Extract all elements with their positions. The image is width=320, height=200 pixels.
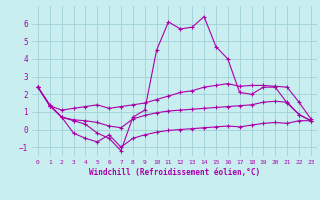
X-axis label: Windchill (Refroidissement éolien,°C): Windchill (Refroidissement éolien,°C) (89, 168, 260, 177)
